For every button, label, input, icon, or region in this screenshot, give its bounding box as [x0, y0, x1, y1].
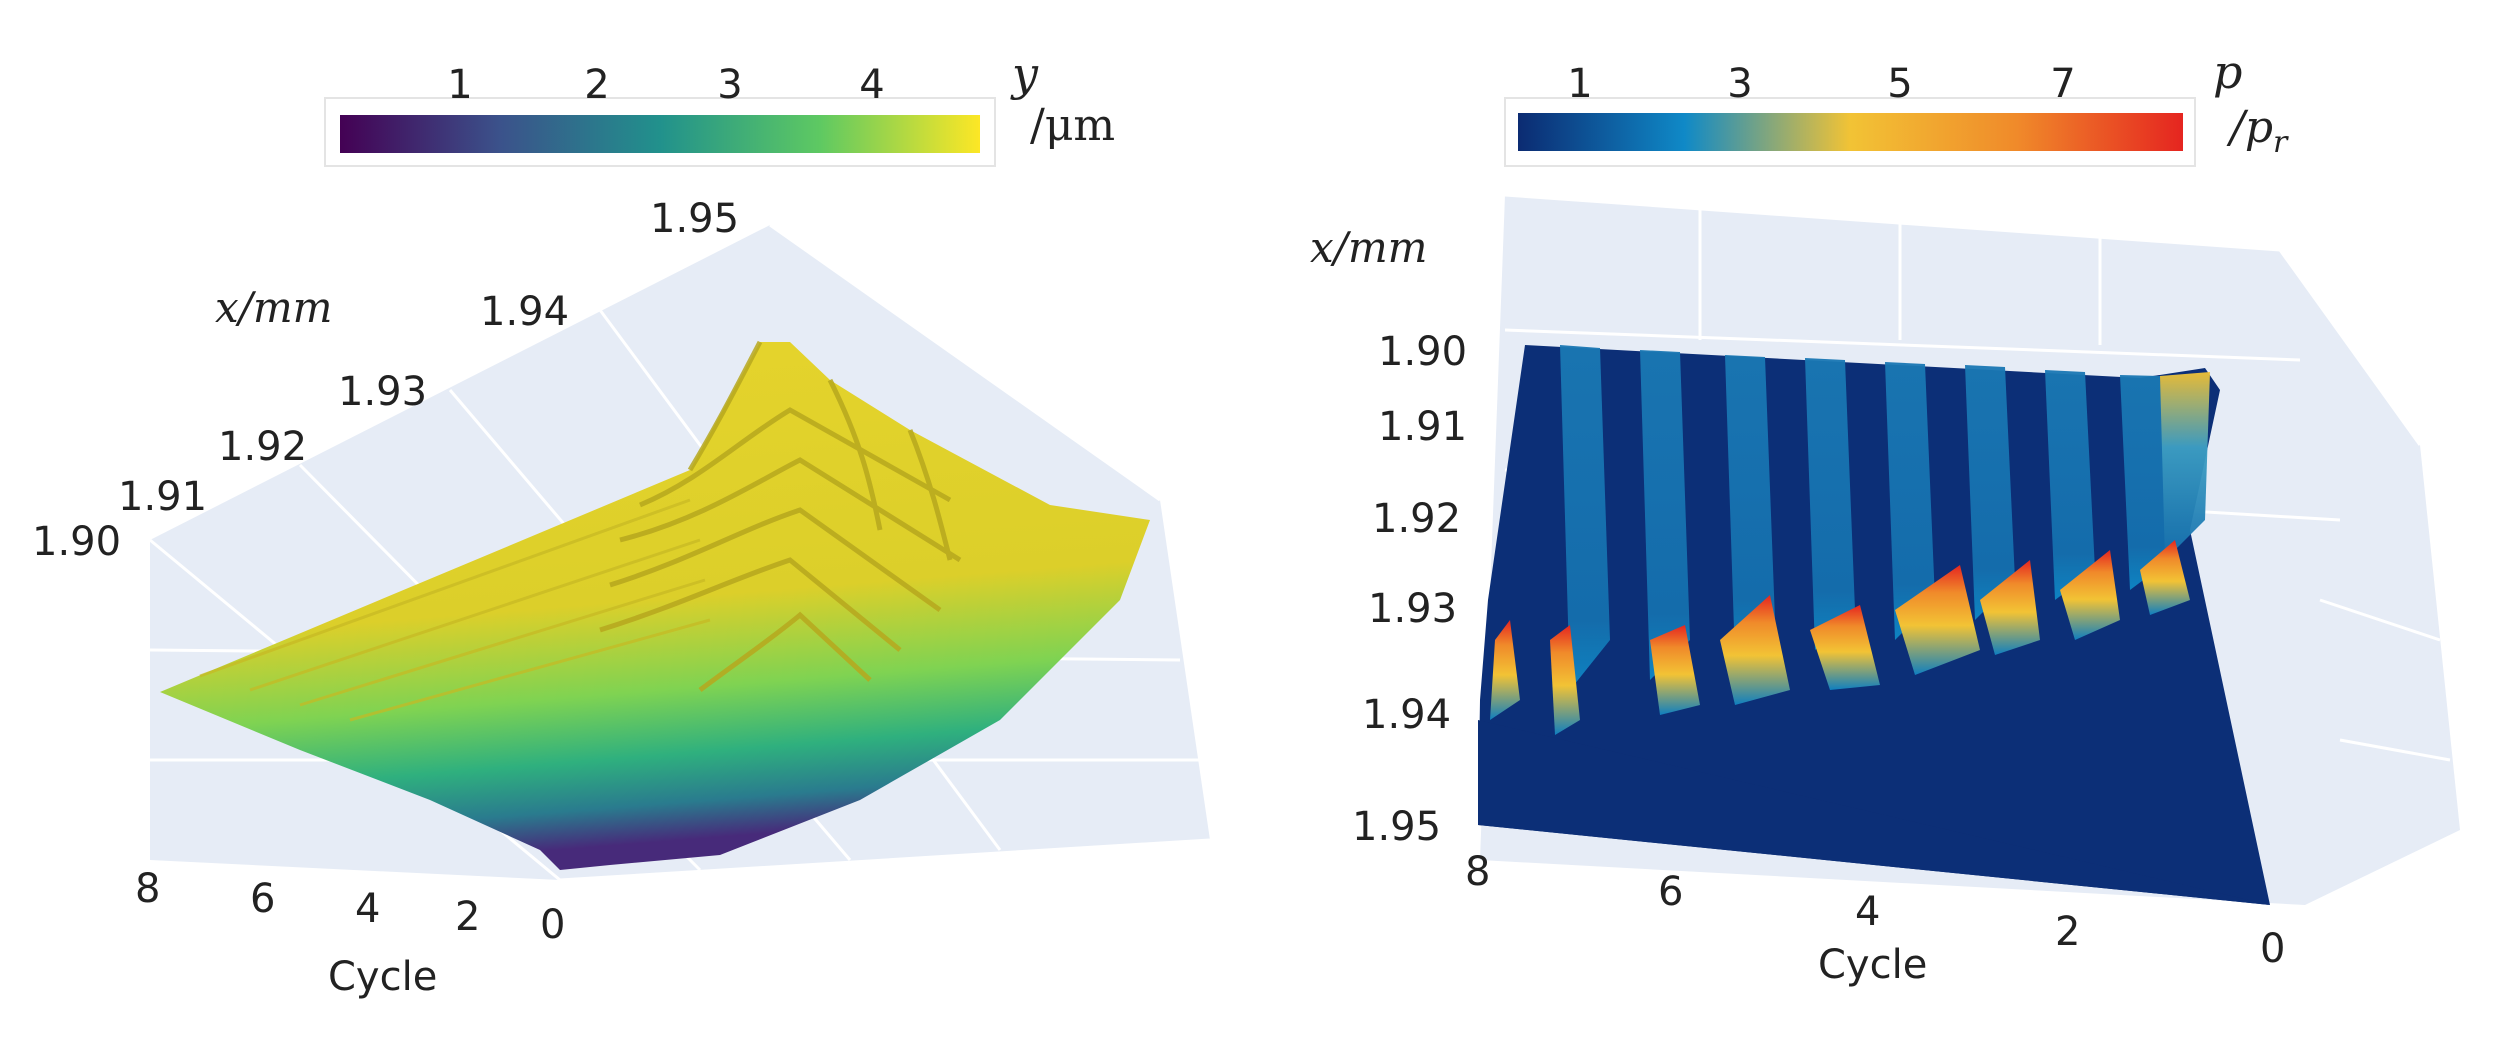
right-cycle-tick-8: 8 [1465, 849, 1490, 895]
left-cbar-label-unit: /μm [1030, 100, 1115, 151]
left-surface-stripes [199, 498, 711, 722]
right-cycle-tick-6: 6 [1658, 869, 1683, 915]
right-cycle-tick-2: 2 [2055, 909, 2080, 955]
right-cycle-tick-0: 0 [2260, 926, 2285, 972]
right-surface-spikes [1490, 540, 2190, 735]
right-xtick-3: 1.92 [1372, 496, 1461, 542]
right-cbar-label-unit: /pr [2226, 102, 2289, 160]
left-cbar-tick-2: 2 [584, 62, 609, 108]
right-colorbar [1518, 113, 2183, 151]
right-chart: x/mm 1.90 1.91 1.92 1.93 1.94 1.95 8 6 4… [1310, 45, 2500, 988]
left-chart: 1.90 1.91 1.92 1.93 1.94 1.95 x/mm 8 6 4… [32, 47, 1230, 1000]
left-cycle-tick-0: 0 [540, 902, 565, 948]
right-xaxis-label: x/mm [1310, 223, 1428, 272]
right-xtick-2: 1.91 [1378, 404, 1467, 450]
left-colorbar [340, 115, 980, 153]
left-cbar-tick-3: 3 [717, 62, 742, 108]
left-cbar-label-symbol: y [1010, 47, 1039, 101]
left-cycle-tick-4: 4 [355, 886, 380, 932]
right-xtick-1: 1.90 [1378, 329, 1467, 375]
right-surface-front [1478, 720, 2270, 905]
left-cycle-tick-2: 2 [455, 894, 480, 940]
left-xtick-2: 1.91 [118, 474, 207, 520]
left-xtick-1: 1.90 [32, 519, 121, 565]
left-cbar-tick-4: 4 [859, 62, 884, 108]
right-cycle-tick-4: 4 [1855, 889, 1880, 935]
right-cycle-label: Cycle [1818, 942, 1927, 988]
right-surface-stripes [1560, 345, 2210, 690]
right-cbar-label-unit-main: /p [2226, 102, 2273, 153]
left-xtick-5: 1.94 [480, 289, 569, 335]
left-xtick-3: 1.92 [218, 424, 307, 470]
right-cbar-tick-7: 7 [2050, 61, 2075, 107]
right-xtick-4: 1.93 [1368, 586, 1457, 632]
left-cbar-tick-1: 1 [447, 62, 472, 108]
left-xaxis-label: x/mm [215, 283, 333, 332]
right-cbar-tick-1: 1 [1567, 61, 1592, 107]
left-cycle-label: Cycle [328, 954, 437, 1000]
right-cbar-label-symbol: p [2213, 45, 2242, 99]
right-cbar-tick-5: 5 [1887, 61, 1912, 107]
left-xtick-6: 1.95 [650, 196, 739, 242]
left-cycle-tick-8: 8 [135, 866, 160, 912]
left-surface-ridges [599, 340, 962, 693]
right-cbar-label-subscript: r [2273, 125, 2289, 160]
right-cbar-tick-3: 3 [1727, 61, 1752, 107]
right-xtick-6: 1.95 [1352, 804, 1441, 850]
left-cycle-tick-6: 6 [250, 876, 275, 922]
left-xtick-4: 1.93 [338, 369, 427, 415]
right-xtick-5: 1.94 [1362, 692, 1451, 738]
